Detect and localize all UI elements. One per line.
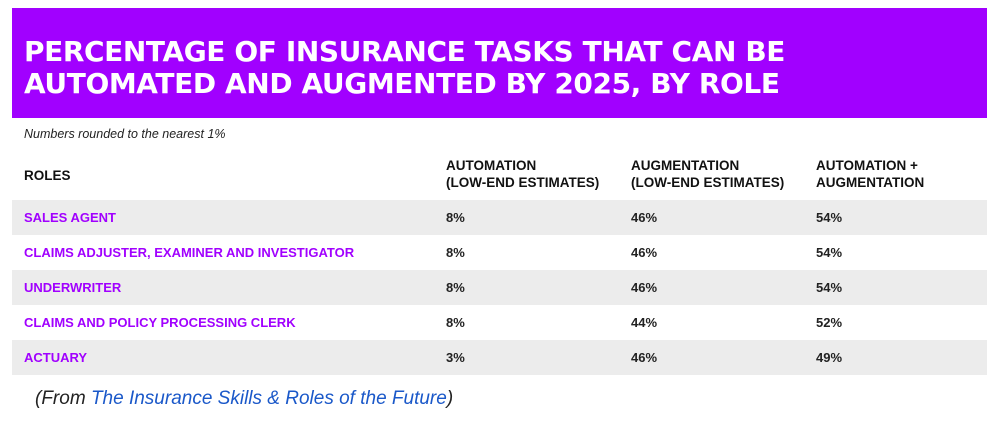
rounding-note: Numbers rounded to the nearest 1% <box>24 127 226 141</box>
augmentation-cell: 46% <box>631 245 658 260</box>
table-row: ACTUARY 3% 46% 49% <box>12 340 987 375</box>
automation-cell: 8% <box>446 315 465 330</box>
source-link[interactable]: The Insurance Skills & Roles of the Futu… <box>90 388 447 409</box>
table-header: ROLES AUTOMATION (LOW-END ESTIMATES) AUG… <box>12 150 987 200</box>
source-citation: (From The Insurance Skills & Roles of th… <box>35 388 453 410</box>
augmentation-cell: 46% <box>631 210 658 225</box>
header-augmentation: AUGMENTATION (LOW-END ESTIMATES) <box>631 158 785 190</box>
total-cell: 49% <box>816 350 843 365</box>
total-cell: 54% <box>816 280 843 295</box>
table-body: SALES AGENT 8% 46% 54% CLAIMS ADJUSTER, EXAM… <box>12 200 987 375</box>
role-cell: SALES AGENT <box>24 210 116 225</box>
total-cell: 52% <box>816 315 843 330</box>
header-roles: ROLES <box>24 168 71 183</box>
automation-cell: 8% <box>446 280 465 295</box>
header-automation: AUTOMATION (LOW-END ESTIMATES) <box>446 158 600 190</box>
role-cell: ACTUARY <box>24 350 88 365</box>
table-row: UNDERWRITER 8% 46% 54% <box>12 270 987 305</box>
automation-cell: 8% <box>446 210 465 225</box>
chart-title: PERCENTAGE OF INSURANCE TASKS THAT CAN B… <box>24 35 786 100</box>
source-suffix: ) <box>446 388 454 409</box>
table-row: CLAIMS AND POLICY PROCESSING CLERK 8% 44% 5… <box>12 305 987 340</box>
role-cell: CLAIMS ADJUSTER, EXAMINER AND INVESTIGAT… <box>24 245 355 260</box>
table-row: CLAIMS ADJUSTER, EXAMINER AND INVESTIGAT… <box>12 235 987 270</box>
total-cell: 54% <box>816 210 843 225</box>
role-cell: CLAIMS AND POLICY PROCESSING CLERK <box>24 315 296 330</box>
augmentation-cell: 46% <box>631 280 658 295</box>
automation-cell: 8% <box>446 245 465 260</box>
data-table: ROLES AUTOMATION (LOW-END ESTIMATES) AUG… <box>12 150 987 375</box>
title-banner: PERCENTAGE OF INSURANCE TASKS THAT CAN B… <box>12 8 987 118</box>
role-cell: UNDERWRITER <box>24 280 122 295</box>
augmentation-cell: 44% <box>631 315 658 330</box>
augmentation-cell: 46% <box>631 350 658 365</box>
source-prefix: (From <box>35 388 91 409</box>
header-total: AUTOMATION + AUGMENTATION <box>816 158 925 190</box>
total-cell: 54% <box>816 245 843 260</box>
table-row: SALES AGENT 8% 46% 54% <box>12 200 987 235</box>
automation-cell: 3% <box>446 350 465 365</box>
